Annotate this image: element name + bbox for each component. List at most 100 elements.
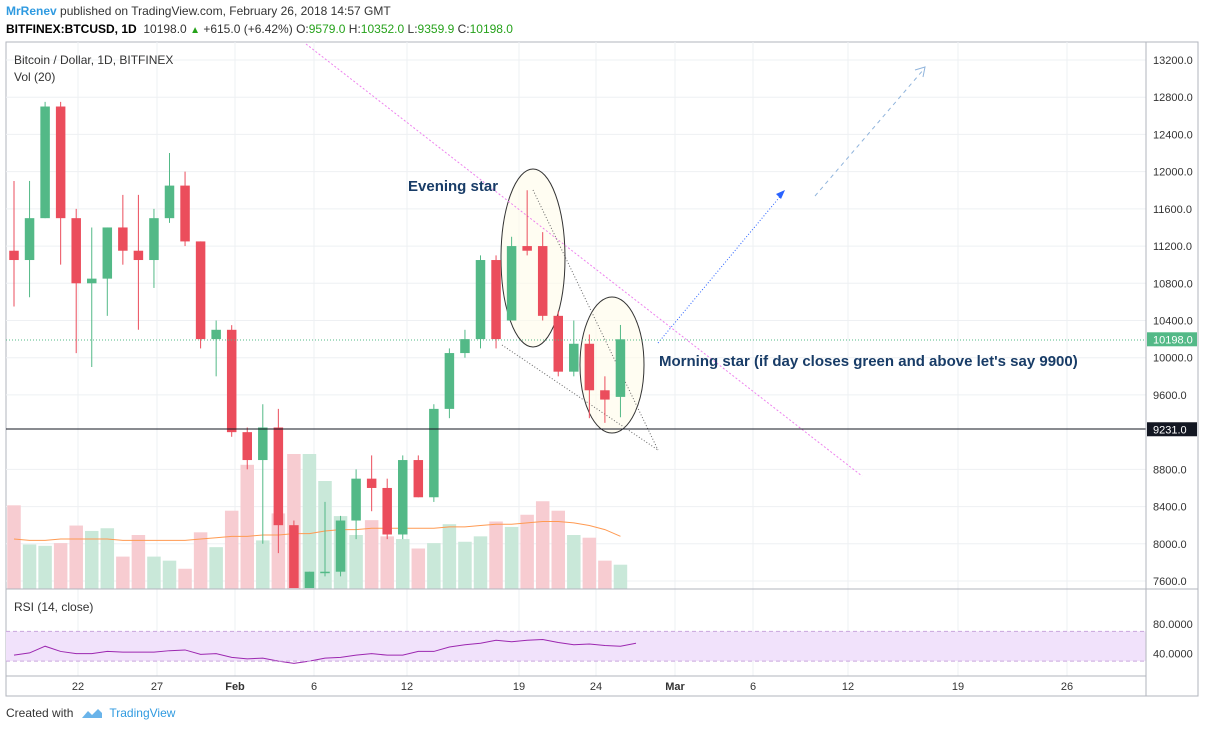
- x-tick-label: 27: [151, 681, 163, 693]
- candle-body: [24, 218, 35, 261]
- y-tick-label: 8400.0: [1153, 502, 1187, 514]
- price-change: +615.0 (+6.42%): [203, 22, 293, 36]
- wedge-upper-line[interactable]: [532, 189, 659, 451]
- candle-body: [118, 227, 128, 251]
- volume-bar: [240, 464, 254, 589]
- candle-body: [569, 343, 579, 372]
- price-tag: [1147, 422, 1197, 437]
- candle-body: [429, 408, 439, 498]
- candle-body: [180, 185, 190, 242]
- candle-body: [102, 227, 113, 279]
- candle-body: [304, 571, 315, 588]
- volume-bar: [193, 532, 208, 589]
- x-tick-label: 19: [513, 681, 525, 693]
- rsi-label: RSI (14, close): [14, 600, 93, 614]
- volume-bar: [100, 528, 115, 589]
- volume-bar: [427, 543, 441, 589]
- rsi-band: [6, 631, 1146, 662]
- volume-bar: [22, 544, 37, 589]
- volume-bar: [396, 539, 410, 589]
- candle-body: [460, 339, 470, 354]
- candle-body: [475, 260, 486, 340]
- y-tick-label: 7600.0: [1153, 576, 1187, 588]
- y-tick-label: 8000.0: [1153, 539, 1187, 551]
- x-tick-label: 22: [72, 681, 84, 693]
- volume-bar: [598, 560, 612, 589]
- volume-bar: [131, 535, 146, 589]
- candle-body: [226, 329, 237, 433]
- wedge-lower-line[interactable]: [501, 344, 659, 451]
- low-value: 9359.9: [417, 22, 455, 36]
- candle-body: [351, 478, 361, 521]
- price-tag-label: 9231.0: [1153, 424, 1187, 436]
- candle-body: [506, 246, 517, 321]
- candle-body: [242, 432, 252, 461]
- volume-bar: [567, 535, 581, 589]
- projection-arrow[interactable]: [657, 192, 784, 344]
- last-price: 10198.0: [143, 22, 187, 36]
- candle-body: [9, 250, 19, 261]
- candle-body: [258, 427, 268, 461]
- y-tick-label: 13200.0: [1153, 55, 1193, 67]
- candle-body: [553, 315, 563, 372]
- volume-bar: [613, 564, 628, 589]
- volume-bar: [551, 510, 565, 589]
- x-tick-label: 12: [401, 681, 413, 693]
- volume-bar: [458, 541, 472, 589]
- x-tick-label: 6: [311, 681, 317, 693]
- volume-bar: [85, 530, 99, 589]
- x-tick-label: 26: [1061, 681, 1073, 693]
- rsi-line: [13, 639, 637, 664]
- candle-body: [522, 246, 532, 251]
- low-label: L:: [407, 22, 418, 36]
- high-value: 10352.0: [360, 22, 405, 36]
- volume-bar: [162, 560, 177, 589]
- volume-bar: [411, 548, 426, 589]
- candle-body: [366, 478, 377, 488]
- candle-body: [537, 246, 548, 316]
- price-chart[interactable]: 13200.0 12800.0 12400.0 12000.0 11600.0 11200…: [0, 0, 1205, 700]
- y-tick-label: 9600.0: [1153, 390, 1187, 402]
- morning-star-label[interactable]: Morning star (if day closes green and ab…: [659, 353, 1078, 370]
- volume-bar: [442, 524, 457, 589]
- candle-body: [133, 250, 144, 261]
- high-label: H:: [348, 22, 361, 36]
- candle-body: [289, 525, 299, 588]
- candle-body: [195, 241, 206, 340]
- volume-bar: [349, 535, 363, 589]
- volume-bar: [380, 536, 394, 589]
- author-link[interactable]: MrRenev: [6, 4, 57, 18]
- volume-bar: [256, 540, 270, 589]
- volume-bar: [535, 501, 550, 589]
- tradingview-link[interactable]: TradingView: [109, 706, 176, 720]
- rsi-tick-label: 80.0000: [1153, 619, 1193, 631]
- candle-body: [398, 460, 408, 535]
- created-with-label: Created with: [6, 706, 74, 720]
- volume-bar: [209, 547, 223, 589]
- target-arrow[interactable]: [814, 68, 925, 197]
- morning-star-ellipse[interactable]: [579, 296, 645, 434]
- evening-star-ellipse[interactable]: [500, 168, 566, 348]
- candle-body: [615, 339, 626, 397]
- open-value: 9579.0: [308, 22, 346, 36]
- downtrend-line[interactable]: [305, 43, 863, 477]
- volume-bar: [178, 568, 192, 589]
- volume-bar: [53, 543, 68, 589]
- symbol-label: BITFINEX:BTCUSD, 1D: [6, 22, 137, 36]
- publish-info: published on TradingView.com, February 2…: [60, 4, 391, 18]
- volume-bar: [582, 537, 597, 589]
- volume-bar: [147, 556, 161, 589]
- x-tick-label: 24: [590, 681, 602, 693]
- evening-star-label[interactable]: Evening star: [408, 178, 498, 195]
- y-tick-label: 12400.0: [1153, 129, 1193, 141]
- volume-bar: [473, 536, 488, 589]
- axes: 13200.0 12800.0 12400.0 12000.0 11600.0 11200…: [6, 42, 1198, 696]
- candle-body: [584, 343, 595, 391]
- volume-bar: [302, 454, 317, 589]
- chart-title: Bitcoin / Dollar, 1D, BITFINEX: [14, 53, 173, 67]
- x-tick-label: Feb: [225, 681, 245, 693]
- volume-bar: [520, 514, 534, 589]
- drawings: [305, 43, 926, 477]
- volume-bar: [224, 510, 239, 589]
- y-tick-label: 11200.0: [1153, 241, 1192, 253]
